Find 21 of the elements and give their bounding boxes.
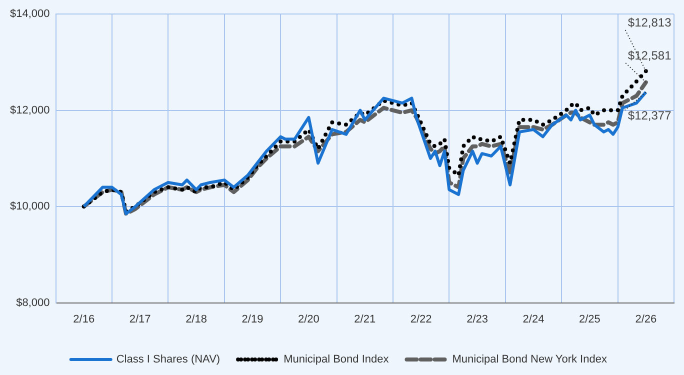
y-tick-label: $14,000 bbox=[10, 8, 50, 20]
x-tick-label: 2/21 bbox=[354, 313, 376, 326]
x-tick-label: 2/19 bbox=[242, 313, 264, 326]
annotation: $12,377 bbox=[628, 108, 672, 122]
legend-label: Municipal Bond New York Index bbox=[452, 354, 608, 366]
x-tick-label: 2/16 bbox=[73, 313, 95, 326]
x-tick-label: 2/22 bbox=[410, 313, 432, 326]
x-tick-label: 2/24 bbox=[522, 313, 544, 326]
annotation: $12,813 bbox=[628, 15, 672, 30]
y-tick-label: $12,000 bbox=[10, 104, 50, 116]
legend-label: Municipal Bond Index bbox=[284, 354, 390, 366]
annotation: $12,581 bbox=[628, 48, 672, 63]
x-tick-label: 2/25 bbox=[578, 313, 600, 326]
x-tick-label: 2/26 bbox=[635, 313, 657, 326]
y-tick-label: $10,000 bbox=[10, 200, 50, 213]
x-tick-label: 2/17 bbox=[129, 313, 151, 326]
x-tick-label: 2/23 bbox=[466, 313, 488, 326]
x-tick-label: 2/20 bbox=[298, 313, 320, 326]
legend-label: Class I Shares (NAV) bbox=[116, 354, 220, 366]
y-tick-label: $8,000 bbox=[16, 296, 50, 309]
x-tick-label: 2/18 bbox=[186, 313, 207, 326]
